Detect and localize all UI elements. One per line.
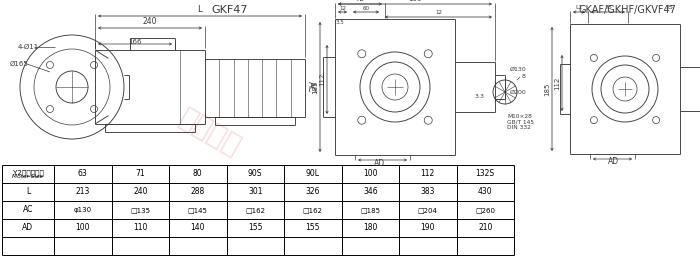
Text: □260: □260 [475, 207, 496, 213]
Text: □204: □204 [418, 207, 438, 213]
Text: 110: 110 [133, 224, 148, 233]
Text: 8: 8 [522, 75, 526, 79]
Text: 160: 160 [408, 0, 421, 2]
Text: Ø165: Ø165 [10, 61, 29, 67]
Text: 240: 240 [143, 17, 158, 26]
Text: AC: AC [23, 206, 33, 215]
Text: AD: AD [22, 224, 34, 233]
Text: Motor Size: Motor Size [13, 174, 43, 179]
Text: 240: 240 [133, 188, 148, 197]
Text: AD: AD [608, 158, 619, 167]
Text: 112: 112 [554, 76, 560, 90]
Text: 4-Ø11: 4-Ø11 [18, 44, 39, 50]
Text: 100: 100 [363, 170, 377, 179]
Text: 210: 210 [478, 224, 492, 233]
Text: □162: □162 [245, 207, 265, 213]
Text: L: L [197, 5, 202, 14]
Text: 80: 80 [193, 170, 202, 179]
Text: □145: □145 [188, 207, 208, 213]
Text: 3.5: 3.5 [335, 20, 344, 24]
Text: 155: 155 [248, 224, 262, 233]
Text: 100: 100 [76, 224, 90, 233]
Text: 155: 155 [305, 224, 320, 233]
Text: L: L [26, 188, 30, 197]
Text: □135: □135 [130, 207, 150, 213]
Text: φ130: φ130 [74, 207, 92, 213]
Text: 288: 288 [190, 188, 205, 197]
Text: 90S: 90S [248, 170, 262, 179]
Text: 12: 12 [339, 5, 346, 11]
Text: 71: 71 [135, 170, 145, 179]
Text: 185: 185 [312, 80, 318, 94]
Text: 63: 63 [78, 170, 88, 179]
Text: AC: AC [305, 81, 314, 93]
Text: Ø200: Ø200 [510, 89, 526, 95]
Text: Y2电机机座号: Y2电机机座号 [13, 169, 43, 176]
Text: 瓦马特格: 瓦马特格 [174, 103, 246, 161]
Text: L1: L1 [575, 5, 582, 10]
Text: □185: □185 [360, 207, 380, 213]
Text: 12: 12 [435, 11, 442, 15]
Text: 72: 72 [356, 0, 365, 2]
Text: 213: 213 [76, 188, 90, 197]
Text: 25: 25 [665, 5, 673, 10]
Text: 383: 383 [421, 188, 435, 197]
Text: AD: AD [374, 159, 386, 168]
Text: 430: 430 [478, 188, 493, 197]
Text: 75: 75 [604, 5, 612, 10]
Text: 90L: 90L [306, 170, 320, 179]
Text: 326: 326 [305, 188, 320, 197]
Text: 140: 140 [190, 224, 205, 233]
Text: 190: 190 [421, 224, 435, 233]
Text: 132S: 132S [476, 170, 495, 179]
Text: 60: 60 [363, 5, 370, 11]
Text: GKF47: GKF47 [211, 5, 248, 15]
Text: M10×28
GB/T 145
DIN 332: M10×28 GB/T 145 DIN 332 [507, 114, 534, 130]
Text: 346: 346 [363, 188, 377, 197]
Text: 185: 185 [544, 82, 550, 96]
Text: Ø130: Ø130 [510, 67, 526, 71]
Text: 166: 166 [128, 39, 141, 44]
Text: 180: 180 [363, 224, 377, 233]
Text: □162: □162 [302, 207, 323, 213]
Text: 112: 112 [319, 73, 325, 86]
Text: GKAF/GKHF/GKVF47: GKAF/GKHF/GKVF47 [578, 5, 676, 15]
Text: 301: 301 [248, 188, 262, 197]
Text: 3.3: 3.3 [475, 95, 485, 99]
Text: 112: 112 [421, 170, 435, 179]
